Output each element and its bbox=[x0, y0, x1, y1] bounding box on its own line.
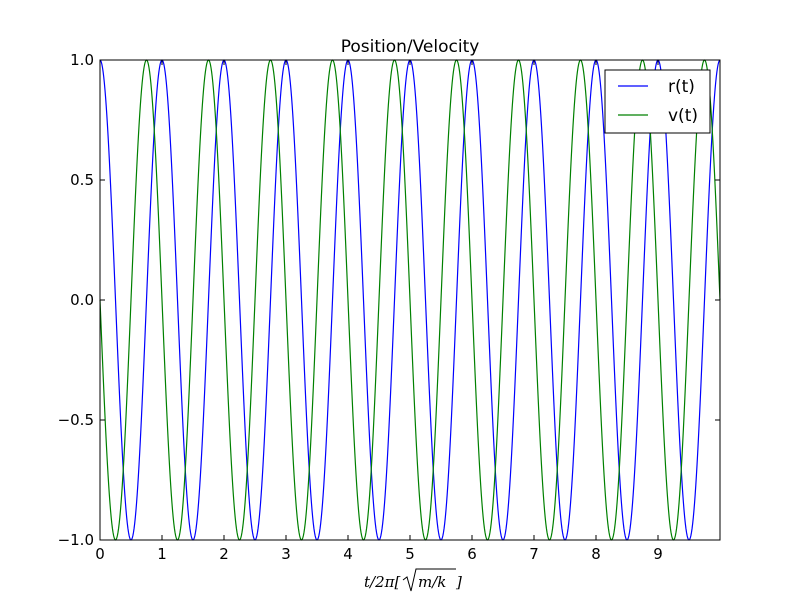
x-tick-label: 9 bbox=[653, 545, 663, 563]
x-axis-label: t/2π[ m/k ] bbox=[364, 568, 462, 592]
y-tick-label: −1.0 bbox=[58, 531, 94, 549]
legend-label-r: r(t) bbox=[668, 77, 695, 97]
legend: r(t) v(t) bbox=[604, 69, 711, 134]
y-tick-label: 0.0 bbox=[70, 291, 94, 309]
legend-label-v: v(t) bbox=[668, 106, 698, 126]
series-line-v bbox=[99, 59, 721, 541]
sqrt-sign bbox=[402, 568, 456, 592]
svg-text:m/k: m/k bbox=[418, 573, 446, 591]
plot-frame bbox=[99, 59, 721, 541]
legend-box bbox=[604, 69, 711, 134]
x-tick-label: 1 bbox=[157, 545, 167, 563]
x-tick-label: 5 bbox=[405, 545, 415, 563]
svg-text:]: ] bbox=[455, 573, 462, 591]
x-tick-label: 8 bbox=[591, 545, 601, 563]
y-tick-label: 0.5 bbox=[70, 171, 94, 189]
x-tick-label: 7 bbox=[529, 545, 539, 563]
x-tick-label: 2 bbox=[219, 545, 229, 563]
x-tick-label: 0 bbox=[95, 545, 105, 563]
svg-text:t/2π[: t/2π[ bbox=[364, 573, 400, 591]
x-tick-label: 3 bbox=[281, 545, 291, 563]
tick-layer: 0 1 2 3 4 5 6 7 8 9 1.0 0.5 0.0 −0.5 −1.0 bbox=[58, 51, 720, 563]
y-tick-label: 1.0 bbox=[70, 51, 94, 69]
y-tick-label: −0.5 bbox=[58, 411, 94, 429]
x-tick-label: 4 bbox=[343, 545, 353, 563]
chart-title: Position/Velocity bbox=[341, 37, 480, 57]
x-tick-label: 6 bbox=[467, 545, 477, 563]
